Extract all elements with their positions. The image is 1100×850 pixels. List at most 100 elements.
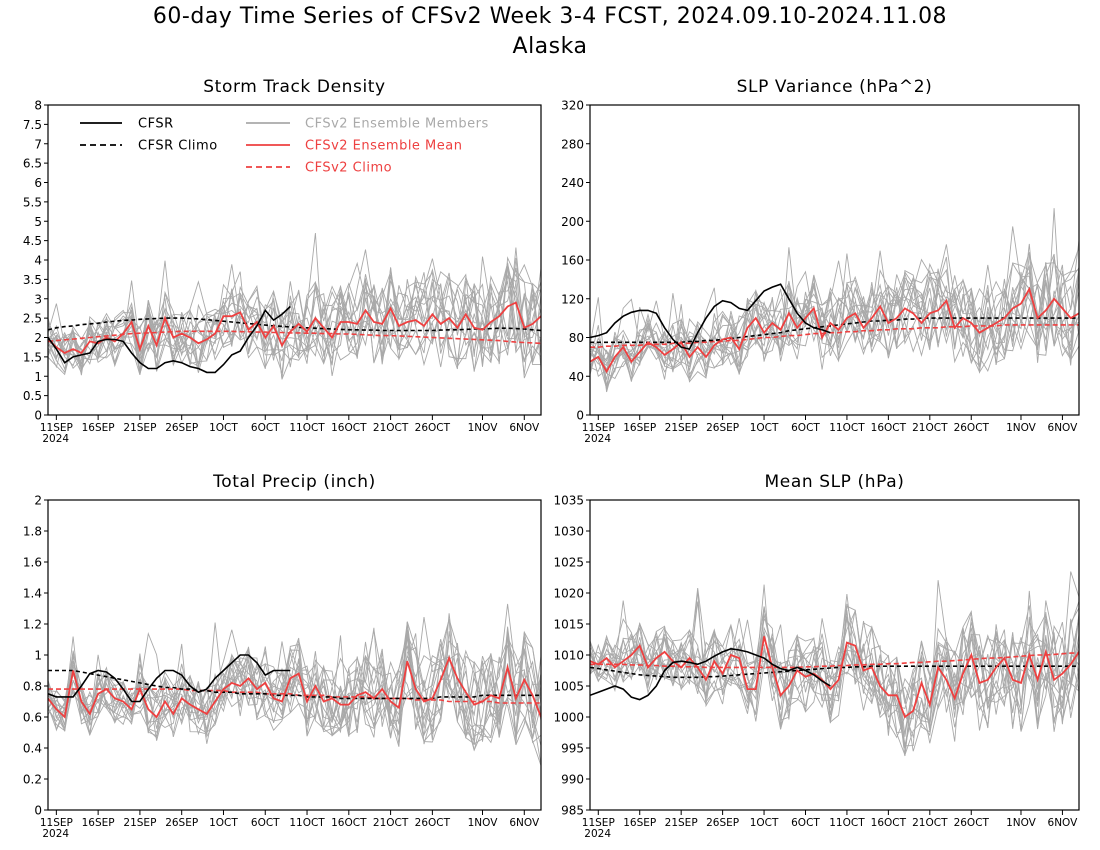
- ensemble-member-line: [48, 632, 541, 746]
- x-tick-label: 26OCT: [954, 817, 990, 829]
- x-tick-label: 21OCT: [912, 817, 948, 829]
- ensemble-member-line: [48, 256, 541, 372]
- y-tick-label: 995: [561, 742, 584, 756]
- series-ensemble-mean: [590, 286, 1079, 374]
- y-tick-label: 7.5: [23, 118, 42, 132]
- y-tick-label: 1.5: [23, 350, 42, 364]
- series-cfsr: [48, 654, 291, 703]
- y-tick-label: 0.2: [23, 773, 42, 787]
- series-cfsr: [590, 283, 831, 351]
- ensemble-member-line: [48, 621, 541, 766]
- x-tick-label: 6NOV: [1048, 422, 1079, 434]
- y-tick-label: 320: [561, 99, 584, 113]
- x-tick-label: 26OCT: [954, 422, 990, 434]
- x-tick-label: 1OCT: [209, 817, 238, 829]
- chart-panel: SLP Variance (hPa^2) 0 40 80 120 160 200 240 280…: [561, 77, 1080, 445]
- x-tick-label: 6OCT: [251, 817, 280, 829]
- ensemble-member-line: [590, 618, 1079, 756]
- x-year-label: 2024: [584, 433, 611, 445]
- x-tick-label: 1OCT: [209, 422, 238, 434]
- y-tick-label: 985: [561, 804, 584, 818]
- y-tick-label: 1.4: [23, 587, 42, 601]
- y-tick-label: 40: [569, 370, 584, 384]
- ensemble-member-line: [590, 593, 1079, 748]
- y-tick-label: 0: [34, 804, 42, 818]
- y-tick-label: 280: [561, 137, 584, 151]
- ensemble-member-line: [48, 267, 541, 368]
- ensemble-members: [590, 208, 1079, 393]
- y-tick-label: 1035: [553, 494, 584, 508]
- legend-cfsr-label: CFSR: [138, 117, 174, 132]
- ensemble-member-line: [48, 268, 541, 369]
- x-tick-label: 11SEP: [582, 422, 615, 434]
- ensemble-member-line: [48, 635, 541, 739]
- y-tick-label: 7: [34, 137, 42, 151]
- y-tick-label: 240: [561, 176, 584, 190]
- series-cfsv2-climo: [590, 652, 1079, 669]
- y-tick-label: 1005: [553, 680, 584, 694]
- y-tick-label: 1000: [553, 711, 584, 725]
- x-tick-label: 21SEP: [665, 422, 698, 434]
- x-tick-label: 11OCT: [829, 422, 865, 434]
- series-ensemble-mean: [48, 301, 541, 355]
- x-tick-label: 26SEP: [706, 817, 739, 829]
- panel-title: SLP Variance (hPa^2): [737, 77, 933, 97]
- y-tick-label: 80: [569, 331, 584, 345]
- series-cfsv2-climo: [590, 324, 1079, 349]
- x-tick-label: 1NOV: [468, 422, 499, 434]
- y-tick-label: 1: [34, 649, 42, 663]
- panel-title: Mean SLP (hPa): [765, 472, 905, 492]
- y-tick-label: 200: [561, 215, 584, 229]
- y-tick-label: 1020: [553, 587, 584, 601]
- y-tick-label: 2.5: [23, 312, 42, 326]
- y-tick-label: 1.6: [23, 556, 42, 570]
- x-tick-label: 21SEP: [665, 817, 698, 829]
- ensemble-member-line: [590, 606, 1079, 756]
- x-tick-label: 21SEP: [123, 817, 156, 829]
- y-tick-label: 4.5: [23, 234, 42, 248]
- x-tick-label: 16OCT: [331, 422, 367, 434]
- x-tick-label: 16OCT: [871, 817, 907, 829]
- x-tick-label: 26SEP: [706, 422, 739, 434]
- y-tick-label: 3: [34, 292, 42, 306]
- y-tick-label: 4: [34, 254, 42, 268]
- ensemble-member-line: [590, 262, 1079, 393]
- ensemble-member-line: [48, 630, 541, 745]
- x-tick-label: 16SEP: [623, 422, 656, 434]
- x-tick-label: 11SEP: [582, 817, 615, 829]
- panel-title: Total Precip (inch): [212, 472, 376, 492]
- y-tick-label: 1.8: [23, 525, 42, 539]
- x-tick-label: 16OCT: [331, 817, 367, 829]
- series-ensemble-mean: [48, 655, 541, 719]
- y-tick-label: 1010: [553, 649, 584, 663]
- ensemble-member-line: [590, 571, 1079, 737]
- ensemble-member-line: [48, 249, 541, 376]
- chart-subtitle-region: Alaska: [512, 34, 588, 59]
- y-tick-label: 2: [34, 331, 42, 345]
- y-tick-label: 5.5: [23, 195, 42, 209]
- x-tick-label: 16SEP: [82, 817, 115, 829]
- ensemble-member-line: [590, 240, 1079, 390]
- chart-panel: Mean SLP (hPa) 985 990 995 1000 1005 1010 1015 1…: [553, 472, 1080, 840]
- ensemble-member-line: [590, 263, 1079, 388]
- y-tick-label: 0: [576, 409, 584, 423]
- ensemble-member-line: [48, 263, 541, 380]
- y-tick-label: 0.4: [23, 742, 42, 756]
- y-tick-label: 0: [34, 409, 42, 423]
- ensemble-member-line: [48, 629, 541, 737]
- series-cfsr-climo: [48, 669, 541, 700]
- y-tick-label: 0.5: [23, 389, 42, 403]
- y-tick-label: 990: [561, 773, 584, 787]
- x-tick-label: 1NOV: [468, 817, 499, 829]
- x-tick-label: 6OCT: [791, 422, 820, 434]
- y-tick-label: 8: [34, 99, 42, 113]
- ensemble-members: [48, 603, 541, 766]
- x-tick-label: 21OCT: [373, 422, 409, 434]
- series-cfsr: [48, 305, 291, 374]
- y-tick-label: 1.2: [23, 618, 42, 632]
- x-tick-label: 11OCT: [289, 422, 325, 434]
- x-tick-label: 1NOV: [1006, 422, 1037, 434]
- y-tick-label: 2: [34, 494, 42, 508]
- x-tick-label: 6NOV: [1048, 817, 1079, 829]
